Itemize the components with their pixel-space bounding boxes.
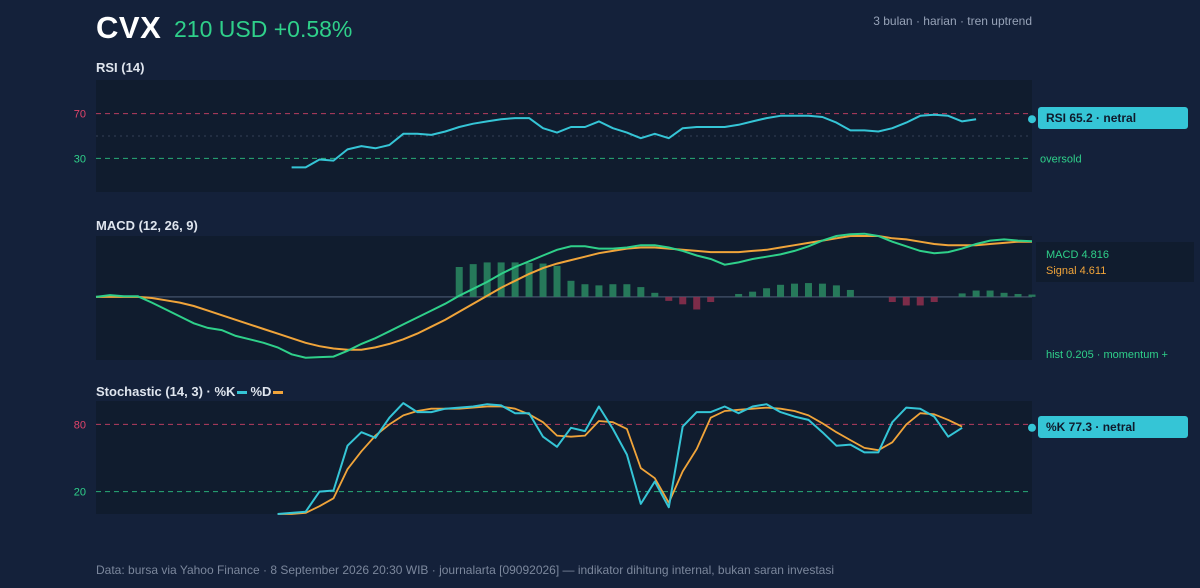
macd-hist-bar <box>623 284 631 297</box>
macd-hist-bar <box>707 296 715 303</box>
hist-value-label: hist 0.205 · momentum + <box>1046 349 1168 361</box>
macd-hist-bar <box>888 296 896 303</box>
footer-source: Data: bursa via Yahoo Finance · 8 Septem… <box>96 563 834 577</box>
rsi-badge-text: RSI 65.2 · netral <box>1046 111 1136 125</box>
macd-hist-bar <box>651 292 659 297</box>
rsi-tick-label-70: 70 <box>74 109 86 121</box>
d-legend-swatch <box>273 391 284 395</box>
macd-hist-bar <box>749 291 757 297</box>
chart-meta: 3 bulan · harian · tren uptrend <box>873 14 1032 28</box>
macd-hist-bar <box>986 290 994 297</box>
macd-hist-bar <box>930 296 938 303</box>
macd-hist-bar <box>525 262 533 297</box>
macd-hist-bar <box>595 285 603 297</box>
macd-hist-bar <box>791 283 799 297</box>
rsi-badge: RSI 65.2 · netral <box>1038 107 1188 129</box>
rsi-last-point <box>1028 115 1036 124</box>
stoch-k-line <box>277 402 963 515</box>
rsi-tick-label-30: 30 <box>74 153 86 165</box>
stochastic-panel-title: Stochastic (14, 3) · %K %D <box>96 384 286 399</box>
ticker-symbol: CVX <box>96 10 162 45</box>
rsi-panel-title: RSI (14) <box>96 60 145 75</box>
stoch-badge-bg <box>1038 416 1188 438</box>
price-change: 210 USD +0.58% <box>174 16 353 42</box>
macd-hist-bar <box>916 296 924 306</box>
macd-hist-bar <box>804 283 812 297</box>
macd-hist-bar <box>693 296 701 310</box>
macd-hist-bar <box>553 265 561 297</box>
macd-hist-bar <box>1000 292 1008 297</box>
macd-hist-bar <box>735 293 743 297</box>
macd-hist-bar <box>469 264 477 297</box>
macd-hist-bar <box>902 296 910 306</box>
macd-value-label: MACD 4.816 <box>1046 249 1109 261</box>
macd-hist-bar <box>637 287 645 297</box>
macd-legend-bg <box>1036 242 1194 282</box>
macd-hist-bar <box>609 284 617 297</box>
macd-hist-bar <box>818 283 826 297</box>
macd-hist-bar <box>497 262 505 297</box>
stoch-tick-label-80: 80 <box>74 419 86 431</box>
stoch-d-line <box>277 405 963 515</box>
k-legend-swatch <box>237 391 248 395</box>
stoch-badge: %K 77.3 · netral <box>1038 416 1188 438</box>
macd-hist-bar <box>1028 294 1036 297</box>
signal-value-label: Signal 4.611 <box>1046 265 1106 277</box>
macd-hist-bar <box>777 284 785 297</box>
macd-hist-bar <box>679 296 687 305</box>
macd-line <box>95 232 1033 359</box>
stochastic-title-text: Stochastic (14, 3) · %K <box>96 384 236 399</box>
macd-hist-bar <box>581 284 589 297</box>
macd-hist-bar <box>763 288 771 297</box>
stoch-tick-label-20: 20 <box>74 487 86 499</box>
macd-hist-bar <box>665 296 673 301</box>
macd-panel-title: MACD (12, 26, 9) <box>96 218 198 233</box>
rsi-oversold-label: oversold <box>1040 153 1082 165</box>
macd-hist-bar <box>455 267 463 297</box>
macd-hist-bar <box>483 262 491 297</box>
macd-hist-bar <box>972 290 980 297</box>
macd-hist-bar <box>567 280 575 297</box>
macd-hist-bar <box>511 262 519 297</box>
stoch-badge-text: %K 77.3 · netral <box>1046 420 1135 434</box>
macd-hist-bar <box>832 285 840 297</box>
rsi-badge-bg <box>1038 107 1188 129</box>
macd-value-legend: MACD 4.816 Signal 4.611 <box>1036 242 1194 282</box>
rsi-line <box>291 113 977 169</box>
macd-hist-bar <box>539 263 547 297</box>
stochastic-panel-bg <box>96 401 1032 514</box>
macd-hist-bar <box>958 293 966 297</box>
macd-hist-bar <box>1014 293 1022 297</box>
d-legend-label: %D <box>250 384 272 399</box>
macd-hist-bar <box>846 289 854 297</box>
stoch-last-point <box>1028 423 1036 432</box>
